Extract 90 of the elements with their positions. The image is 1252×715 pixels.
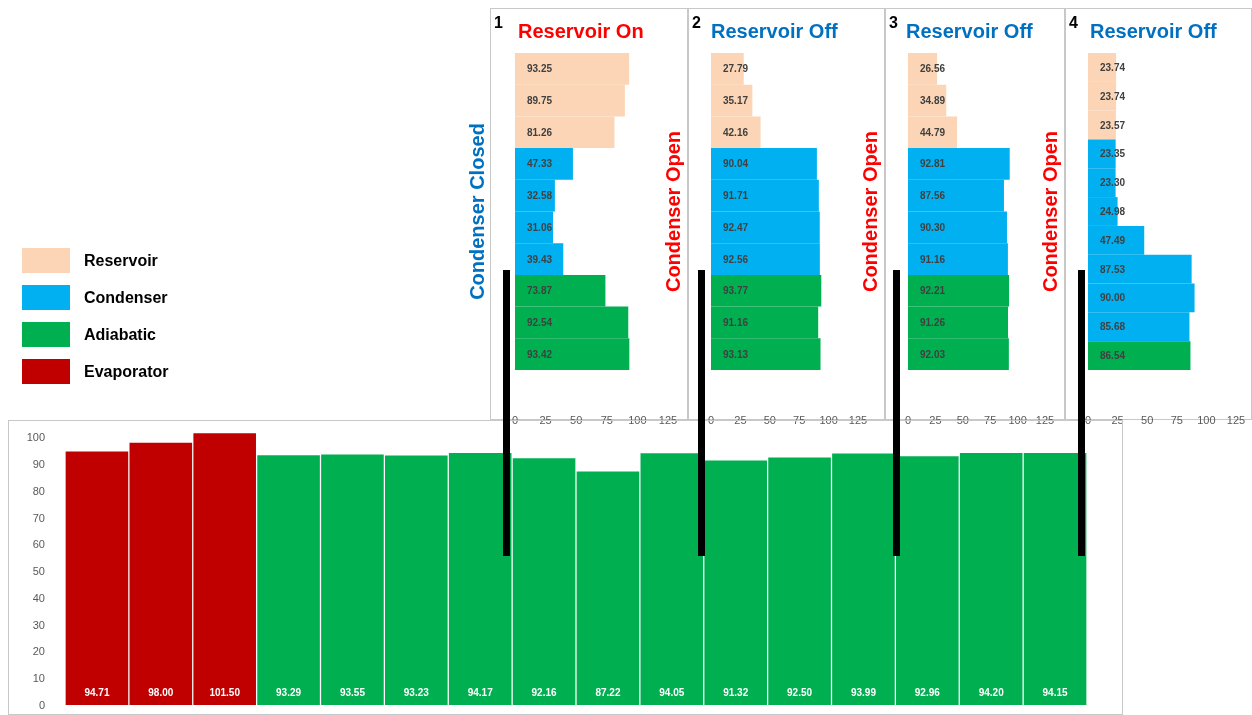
chart-title: Reservoir Off [711,20,839,42]
x-tick-label: 50 [1141,413,1154,426]
legend-label: Reservoir [84,251,158,270]
y-tick-label: 40 [32,591,45,604]
data-label: 85.68 [1100,321,1126,333]
chart-title: Reservoir Off [1090,20,1218,42]
data-label: 35.17 [723,95,749,107]
data-label: 93.55 [339,686,366,698]
data-label: 94.71 [84,686,110,698]
data-label: 94.17 [467,686,494,698]
y-axis-title: Condenser Open [662,130,684,293]
data-label: 91.32 [723,686,749,698]
data-label: 93.25 [527,63,553,75]
y-axis-title: Condenser Closed [466,123,488,300]
data-label: 81.26 [527,126,553,138]
data-label: 92.54 [527,316,553,328]
data-label: 91.26 [920,316,946,328]
data-label: 90.00 [1100,292,1126,304]
y-axis-title: Condenser Open [859,130,881,293]
bar [576,471,640,705]
data-label: 87.56 [920,190,946,202]
data-label: 98.00 [148,686,174,698]
y-tick-label: 90 [32,458,45,471]
y-tick-label: 70 [32,511,45,524]
chart-title: Reservoir On [518,20,644,42]
data-label: 23.74 [1100,90,1126,102]
data-label: 92.50 [787,686,813,698]
data-label: 73.87 [527,285,553,297]
y-tick-label: 60 [32,538,45,551]
text: 2 [692,13,701,31]
legend-label: Adiabatic [84,325,157,344]
legend-label: Condenser [84,288,168,307]
y-tick-label: 30 [32,618,45,631]
data-label: 90.04 [723,158,749,170]
data-label: 93.42 [527,348,553,360]
bar [1088,341,1191,370]
data-label: 90.30 [920,221,946,233]
data-label: 31.06 [527,221,553,233]
data-label: 91.16 [920,253,946,265]
data-label: 23.57 [1100,119,1126,131]
data-label: 47.49 [1100,234,1126,246]
data-label: 92.56 [723,253,749,265]
data-label: 93.99 [850,686,877,698]
data-label: 93.23 [403,686,430,698]
data-label: 92.47 [723,221,749,233]
data-label: 32.58 [527,190,553,202]
data-label: 92.16 [531,686,558,698]
data-label: 27.79 [723,63,749,75]
text: 3 [889,13,898,31]
data-label: 87.53 [1100,263,1126,275]
x-tick-label: 75 [1170,413,1183,426]
data-label: 93.13 [723,348,749,360]
data-label: 23.74 [1100,61,1126,73]
data-label: 44.79 [920,126,946,138]
data-label: 94.15 [1042,686,1069,698]
y-tick-label: 20 [32,645,45,658]
y-axis-title: Condenser Open [1039,130,1061,293]
chart-title: Reservoir Off [906,20,1034,42]
bar [65,451,129,705]
data-label: 92.96 [914,686,941,698]
data-label: 94.05 [659,686,685,698]
legend-label: Evaporator [84,362,169,381]
data-label: 89.75 [527,95,553,107]
y-tick-label: 0 [38,699,45,711]
data-label: 39.43 [527,253,553,265]
data-label: 92.81 [920,158,946,170]
data-label: 87.22 [595,686,621,698]
data-label: 93.29 [276,686,302,698]
bar [1023,453,1087,705]
data-label: 92.21 [920,285,946,297]
data-label: 26.56 [920,63,946,75]
data-label: 47.33 [527,158,553,170]
text: 4 [1069,13,1078,31]
data-label: 92.03 [920,348,946,360]
data-label: 42.16 [723,126,749,138]
data-label: 34.89 [920,95,946,107]
y-tick-label: 80 [32,484,45,497]
y-tick-label: 100 [26,431,45,444]
text: 1 [494,13,503,31]
data-label: 101.50 [209,686,241,698]
data-label: 93.77 [723,285,749,297]
bar [512,458,576,705]
data-label: 91.71 [723,190,749,202]
y-tick-label: 10 [32,672,45,685]
data-label: 94.20 [978,686,1005,698]
y-tick-label: 50 [32,565,45,578]
data-label: 86.54 [1100,350,1126,362]
x-tick-label: 100 [1197,413,1216,426]
x-tick-label: 125 [1226,413,1246,426]
data-label: 91.16 [723,316,749,328]
